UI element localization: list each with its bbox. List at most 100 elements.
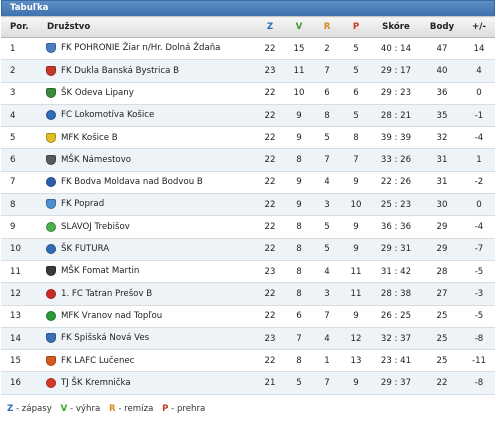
draws-cell: 7 xyxy=(313,305,341,328)
losses-cell: 9 xyxy=(341,371,371,395)
table-row[interactable]: 12 1. FC Tatran Prešov B 22 8 3 11 28 : 38 27 -3 xyxy=(1,282,495,306)
header-team[interactable]: Družstvo xyxy=(43,16,255,38)
position-cell: 15 xyxy=(1,349,43,373)
team-cell[interactable]: FK Bodva Moldava nad Bodvou B xyxy=(43,171,255,195)
header-position[interactable]: Por. xyxy=(1,16,43,38)
position-cell: 10 xyxy=(1,238,43,261)
team-cell[interactable]: 1. FC Tatran Prešov B xyxy=(43,282,255,306)
team-cell[interactable]: MŠK Námestovo xyxy=(43,148,255,172)
legend-z-text: - zápasy xyxy=(13,404,52,414)
wins-cell: 8 xyxy=(285,215,313,239)
team-name-link[interactable]: MŠK Námestovo xyxy=(61,154,132,165)
team-name-link[interactable]: ŠK Odeva Lipany xyxy=(61,87,134,98)
header-score[interactable]: Skóre xyxy=(371,16,421,38)
matches-cell: 22 xyxy=(255,193,285,217)
points-cell: 22 xyxy=(421,371,463,395)
team-cell[interactable]: FK Dukla Banská Bystrica B xyxy=(43,59,255,83)
wins-cell: 8 xyxy=(285,260,313,284)
team-name-link[interactable]: FK POHRONIE Žiar n/Hr. Dolná Ždaňa xyxy=(61,43,221,54)
table-row[interactable]: 8 FK Poprad 22 9 3 10 25 : 23 30 0 xyxy=(1,193,495,217)
losses-cell: 13 xyxy=(341,349,371,373)
points-cell: 30 xyxy=(421,193,463,217)
header-points[interactable]: Body xyxy=(421,16,463,38)
table-row[interactable]: 9 SLAVOJ Trebišov 22 8 5 9 36 : 36 29 -4 xyxy=(1,215,495,239)
table-row[interactable]: 16 TJ ŠK Kremnička 21 5 7 9 29 : 37 22 -8 xyxy=(1,371,495,395)
team-cell[interactable]: FK Spišská Nová Ves xyxy=(43,327,255,351)
wins-cell: 7 xyxy=(285,327,313,351)
wins-cell: 5 xyxy=(285,371,313,395)
team-cell[interactable]: FC Lokomotíva Košice xyxy=(43,104,255,128)
goal-difference-cell: -8 xyxy=(463,371,495,395)
team-name-link[interactable]: 1. FC Tatran Prešov B xyxy=(61,288,153,299)
table-row[interactable]: 3 ŠK Odeva Lipany 22 10 6 6 29 : 23 36 0 xyxy=(1,82,495,105)
table-row[interactable]: 11 MŠK Fomat Martin 23 8 4 11 31 : 42 28 -5 xyxy=(1,260,495,284)
table-row[interactable]: 13 MFK Vranov nad Topľou 22 6 7 9 26 : 25 25 -5 xyxy=(1,305,495,328)
team-name-link[interactable]: ŠK FUTURA xyxy=(61,244,110,255)
draws-cell: 4 xyxy=(313,260,341,284)
score-cell: 40 : 14 xyxy=(371,37,421,61)
draws-cell: 7 xyxy=(313,371,341,395)
goal-difference-cell: -5 xyxy=(463,305,495,328)
team-name-link[interactable]: MFK Košice B xyxy=(61,132,118,143)
team-cell[interactable]: ŠK FUTURA xyxy=(43,238,255,261)
team-name-link[interactable]: FK Poprad xyxy=(61,199,105,210)
draws-cell: 3 xyxy=(313,282,341,306)
team-name-link[interactable]: MŠK Fomat Martin xyxy=(61,266,140,277)
header-matches[interactable]: Z xyxy=(255,16,285,38)
table-row[interactable]: 6 MŠK Námestovo 22 8 7 7 33 : 26 31 1 xyxy=(1,148,495,172)
losses-cell: 9 xyxy=(341,238,371,261)
position-cell: 13 xyxy=(1,305,43,328)
team-name-link[interactable]: SLAVOJ Trebišov xyxy=(61,221,130,232)
team-name-link[interactable]: FK Bodva Moldava nad Bodvou B xyxy=(61,177,203,188)
team-logo-icon xyxy=(46,87,56,98)
team-cell[interactable]: FK LAFC Lučenec xyxy=(43,349,255,373)
table-row[interactable]: 14 FK Spišská Nová Ves 23 7 4 12 32 : 37 25 -8 xyxy=(1,327,495,351)
header-wins[interactable]: V xyxy=(285,16,313,38)
team-cell[interactable]: ŠK Odeva Lipany xyxy=(43,82,255,105)
standings-widget: Tabuľka Por. Družstvo Z V R P Skóre Body… xyxy=(1,0,495,414)
table-row[interactable]: 1 FK POHRONIE Žiar n/Hr. Dolná Ždaňa 22 15 2… xyxy=(1,37,495,61)
legend-r-key: R xyxy=(108,404,116,414)
goal-difference-cell: 1 xyxy=(463,148,495,172)
matches-cell: 22 xyxy=(255,305,285,328)
team-name-link[interactable]: FK Spišská Nová Ves xyxy=(61,333,150,344)
draws-cell: 5 xyxy=(313,126,341,150)
team-name-link[interactable]: FK LAFC Lučenec xyxy=(61,355,135,366)
score-cell: 36 : 36 xyxy=(371,215,421,239)
team-cell[interactable]: MFK Vranov nad Topľou xyxy=(43,305,255,328)
header-losses[interactable]: P xyxy=(341,16,371,38)
table-row[interactable]: 7 FK Bodva Moldava nad Bodvou B 22 9 4 9 22 : … xyxy=(1,171,495,195)
matches-cell: 23 xyxy=(255,260,285,284)
team-name-link[interactable]: MFK Vranov nad Topľou xyxy=(61,310,163,321)
points-cell: 47 xyxy=(421,37,463,61)
position-cell: 3 xyxy=(1,82,43,105)
wins-cell: 8 xyxy=(285,282,313,306)
team-cell[interactable]: FK POHRONIE Žiar n/Hr. Dolná Ždaňa xyxy=(43,37,255,61)
score-cell: 29 : 23 xyxy=(371,82,421,105)
table-row[interactable]: 2 FK Dukla Banská Bystrica B 23 11 7 5 29 : 17… xyxy=(1,59,495,83)
table-row[interactable]: 10 ŠK FUTURA 22 8 5 9 29 : 31 29 -7 xyxy=(1,238,495,261)
team-name-link[interactable]: FK Dukla Banská Bystrica B xyxy=(61,65,180,76)
team-cell[interactable]: FK Poprad xyxy=(43,193,255,217)
table-row[interactable]: 5 MFK Košice B 22 9 5 8 39 : 39 32 -4 xyxy=(1,126,495,150)
table-row[interactable]: 4 FC Lokomotíva Košice 22 9 8 5 28 : 21 35 -1 xyxy=(1,104,495,128)
team-cell[interactable]: TJ ŠK Kremnička xyxy=(43,371,255,395)
losses-cell: 9 xyxy=(341,171,371,195)
matches-cell: 23 xyxy=(255,327,285,351)
position-cell: 6 xyxy=(1,148,43,172)
table-row[interactable]: 15 FK LAFC Lučenec 22 8 1 13 23 : 41 25 -11 xyxy=(1,349,495,373)
team-cell[interactable]: MFK Košice B xyxy=(43,126,255,150)
draws-cell: 5 xyxy=(313,215,341,239)
position-cell: 12 xyxy=(1,282,43,306)
team-logo-icon xyxy=(46,132,56,143)
team-cell[interactable]: SLAVOJ Trebišov xyxy=(43,215,255,239)
header-goal-difference[interactable]: +/- xyxy=(463,16,495,38)
header-draws[interactable]: R xyxy=(313,16,341,38)
team-name-link[interactable]: FC Lokomotíva Košice xyxy=(61,110,155,121)
position-cell: 5 xyxy=(1,126,43,150)
team-cell[interactable]: MŠK Fomat Martin xyxy=(43,260,255,284)
team-logo-icon xyxy=(46,355,56,366)
team-name-link[interactable]: TJ ŠK Kremnička xyxy=(61,377,131,388)
matches-cell: 22 xyxy=(255,282,285,306)
wins-cell: 10 xyxy=(285,82,313,105)
